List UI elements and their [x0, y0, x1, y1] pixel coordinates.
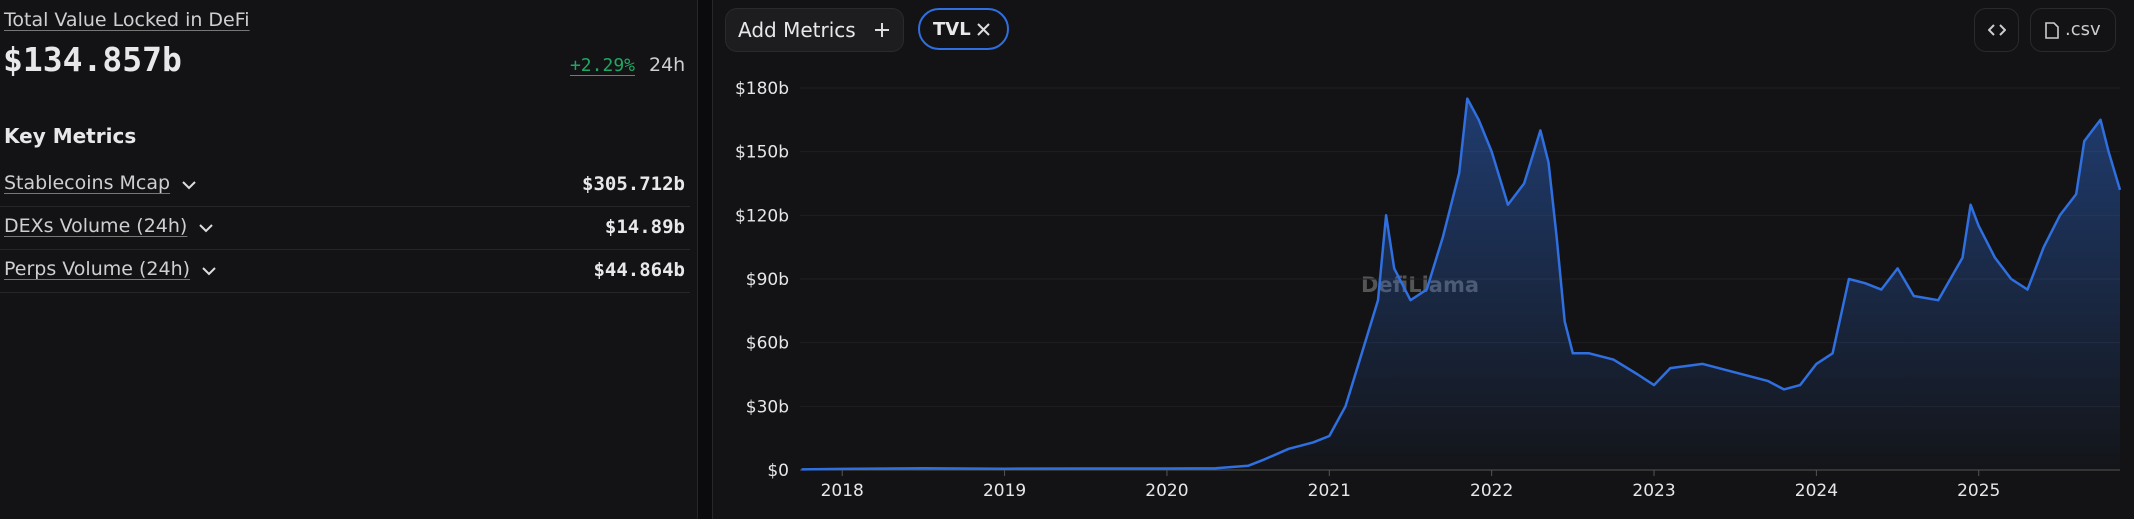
csv-button[interactable]: .csv	[2030, 8, 2116, 52]
y-tick-label: $150b	[735, 143, 789, 163]
chevron[interactable]	[182, 180, 196, 190]
file-icon	[2045, 22, 2059, 39]
button-label: .csv	[2065, 19, 2101, 40]
sidebar: Total Value Locked in DeFi $134.857b +2.…	[0, 0, 698, 519]
section-title: Key Metrics	[4, 124, 137, 148]
x-tick-label: 2019	[983, 481, 1026, 501]
x-tick-label: 2025	[1957, 481, 2000, 501]
x-tick-label: 2021	[1308, 481, 1351, 501]
x-tick-label: 2022	[1470, 481, 1513, 501]
x-tick-label: 2018	[821, 481, 864, 501]
plus-icon	[875, 23, 889, 37]
metric-value: $14.89b	[604, 216, 685, 238]
metric-value: $44.864b	[593, 259, 685, 281]
chip-label: TVL	[933, 19, 971, 40]
title[interactable]: Total Value Locked in DeFi	[4, 9, 250, 31]
x-tick-label: 2024	[1795, 481, 1838, 501]
x-tick-label: 2023	[1632, 481, 1675, 501]
metric-row: Perps Volume (24h) $44.864b	[0, 249, 690, 293]
area	[801, 98, 2120, 470]
y-tick-label: $30b	[746, 397, 789, 417]
close-icon	[977, 23, 990, 36]
code-icon	[1988, 24, 2006, 36]
line	[801, 97, 2122, 471]
tvl-value: $134.857b	[3, 40, 182, 79]
metric-row: Stablecoins Mcap $305.712b	[0, 163, 690, 207]
chevron[interactable]	[202, 266, 216, 276]
metric-name[interactable]: Perps Volume (24h)	[4, 258, 191, 280]
y-tick-label: $120b	[735, 206, 789, 226]
y-tick-label: $180b	[735, 79, 789, 99]
y-tick-label: $90b	[746, 270, 789, 290]
metric-name[interactable]: DEXs Volume (24h)	[4, 215, 188, 237]
period: 24h	[649, 54, 686, 76]
tvl-chip[interactable]: TVL	[918, 8, 1009, 50]
y-tick-label: $60b	[746, 334, 789, 354]
change: +2.29%	[569, 55, 635, 76]
metric-value: $305.712b	[582, 173, 685, 195]
y-tick-label: $0	[767, 461, 789, 481]
x-tick-label: 2020	[1145, 481, 1188, 501]
add-metrics-button[interactable]: Add Metrics	[725, 8, 904, 52]
chevron[interactable]	[199, 223, 213, 233]
button-label: Add Metrics	[738, 18, 856, 42]
metric-row: DEXs Volume (24h) $14.89b	[0, 206, 690, 250]
metric-name[interactable]: Stablecoins Mcap	[4, 172, 171, 194]
embed-button[interactable]	[1974, 8, 2019, 52]
